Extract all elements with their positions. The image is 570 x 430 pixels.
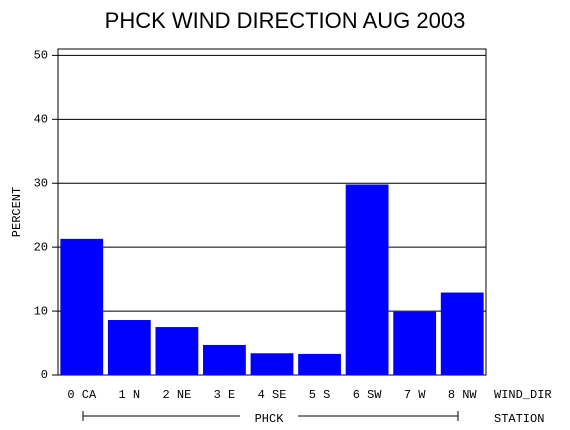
bar xyxy=(60,238,104,375)
y-axis-label: PERCENT xyxy=(10,187,24,237)
bar xyxy=(345,184,389,375)
x-tick-label: 8 NW xyxy=(448,388,478,402)
bar xyxy=(155,327,199,375)
x-tick-label: 4 SE xyxy=(258,388,287,402)
group-label: PHCK xyxy=(255,412,285,426)
x-tick-label: 6 SW xyxy=(353,388,383,402)
chart-title: PHCK WIND DIRECTION AUG 2003 xyxy=(105,8,466,33)
x-tick-label: 1 N xyxy=(119,388,141,402)
group-axis-label: STATION xyxy=(494,412,544,426)
y-tick-label: 50 xyxy=(34,49,48,63)
y-tick-label: 10 xyxy=(34,304,48,318)
bar xyxy=(107,320,151,375)
x-tick-label: 3 E xyxy=(214,388,236,402)
bar xyxy=(298,353,341,375)
y-tick-label: 40 xyxy=(34,112,48,126)
y-tick-label: 0 xyxy=(41,368,48,382)
y-tick-label: 30 xyxy=(34,176,48,190)
x-tick-label: 2 NE xyxy=(162,388,191,402)
x-tick-label: 0 CA xyxy=(67,388,97,402)
x-tick-label: 7 W xyxy=(404,388,426,402)
bar xyxy=(203,344,246,375)
y-tick-label: 20 xyxy=(34,240,48,254)
x-tick-label: 5 S xyxy=(309,388,331,402)
bar xyxy=(440,292,484,375)
bar xyxy=(250,353,294,375)
bar xyxy=(393,311,437,375)
x-axis-label: WIND_DIR xyxy=(494,388,552,402)
